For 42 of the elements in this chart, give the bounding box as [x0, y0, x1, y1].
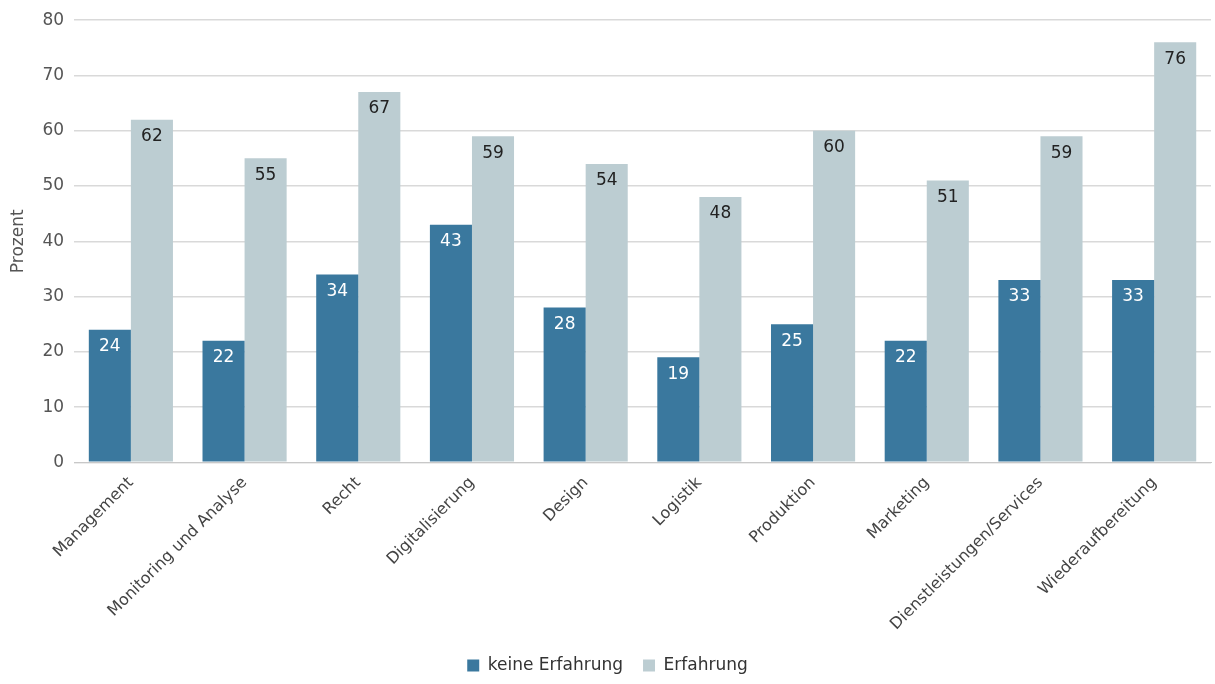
- y-tick-label: 70: [42, 63, 65, 84]
- data-label: 34: [326, 279, 349, 300]
- data-label: 25: [781, 329, 803, 350]
- bar: [1112, 279, 1155, 462]
- y-tick-label: 20: [42, 340, 65, 361]
- bar: [657, 357, 700, 462]
- data-label: 67: [368, 97, 391, 118]
- bar: [543, 307, 586, 462]
- y-tick-label: 50: [42, 174, 65, 195]
- y-tick-label: 10: [42, 395, 65, 416]
- y-tick-label: 0: [53, 450, 65, 471]
- y-tick-label: 30: [42, 284, 65, 305]
- bar: [770, 324, 814, 462]
- data-label: 76: [1164, 47, 1187, 68]
- bar: [884, 340, 927, 462]
- data-label: 43: [440, 230, 462, 251]
- data-label: 24: [99, 335, 121, 356]
- y-tick-label: 60: [42, 119, 65, 140]
- y-tick-label: 80: [42, 8, 65, 29]
- data-label: 51: [936, 185, 959, 206]
- data-label: 33: [1008, 285, 1031, 306]
- legend-label: keine Erfahrung: [487, 653, 624, 674]
- bar: [202, 340, 245, 462]
- data-label: 60: [823, 136, 845, 157]
- data-label: 33: [1122, 285, 1144, 306]
- bar: [998, 279, 1041, 462]
- y-tick-label: 40: [42, 229, 65, 250]
- data-label: 59: [482, 141, 504, 162]
- bar: [316, 274, 359, 462]
- bar: [429, 224, 472, 462]
- data-label: 19: [667, 362, 690, 383]
- legend-label: Erfahrung: [663, 653, 748, 674]
- data-label: 55: [254, 163, 277, 184]
- data-label: 22: [894, 346, 917, 367]
- data-label: 48: [709, 202, 732, 223]
- data-label: 22: [212, 346, 235, 367]
- data-label: 28: [553, 313, 576, 334]
- y-axis-title: Prozent: [6, 209, 27, 274]
- data-label: 54: [595, 169, 618, 190]
- data-label: 62: [141, 125, 163, 146]
- bar: [88, 329, 131, 462]
- data-label: 59: [1050, 141, 1073, 162]
